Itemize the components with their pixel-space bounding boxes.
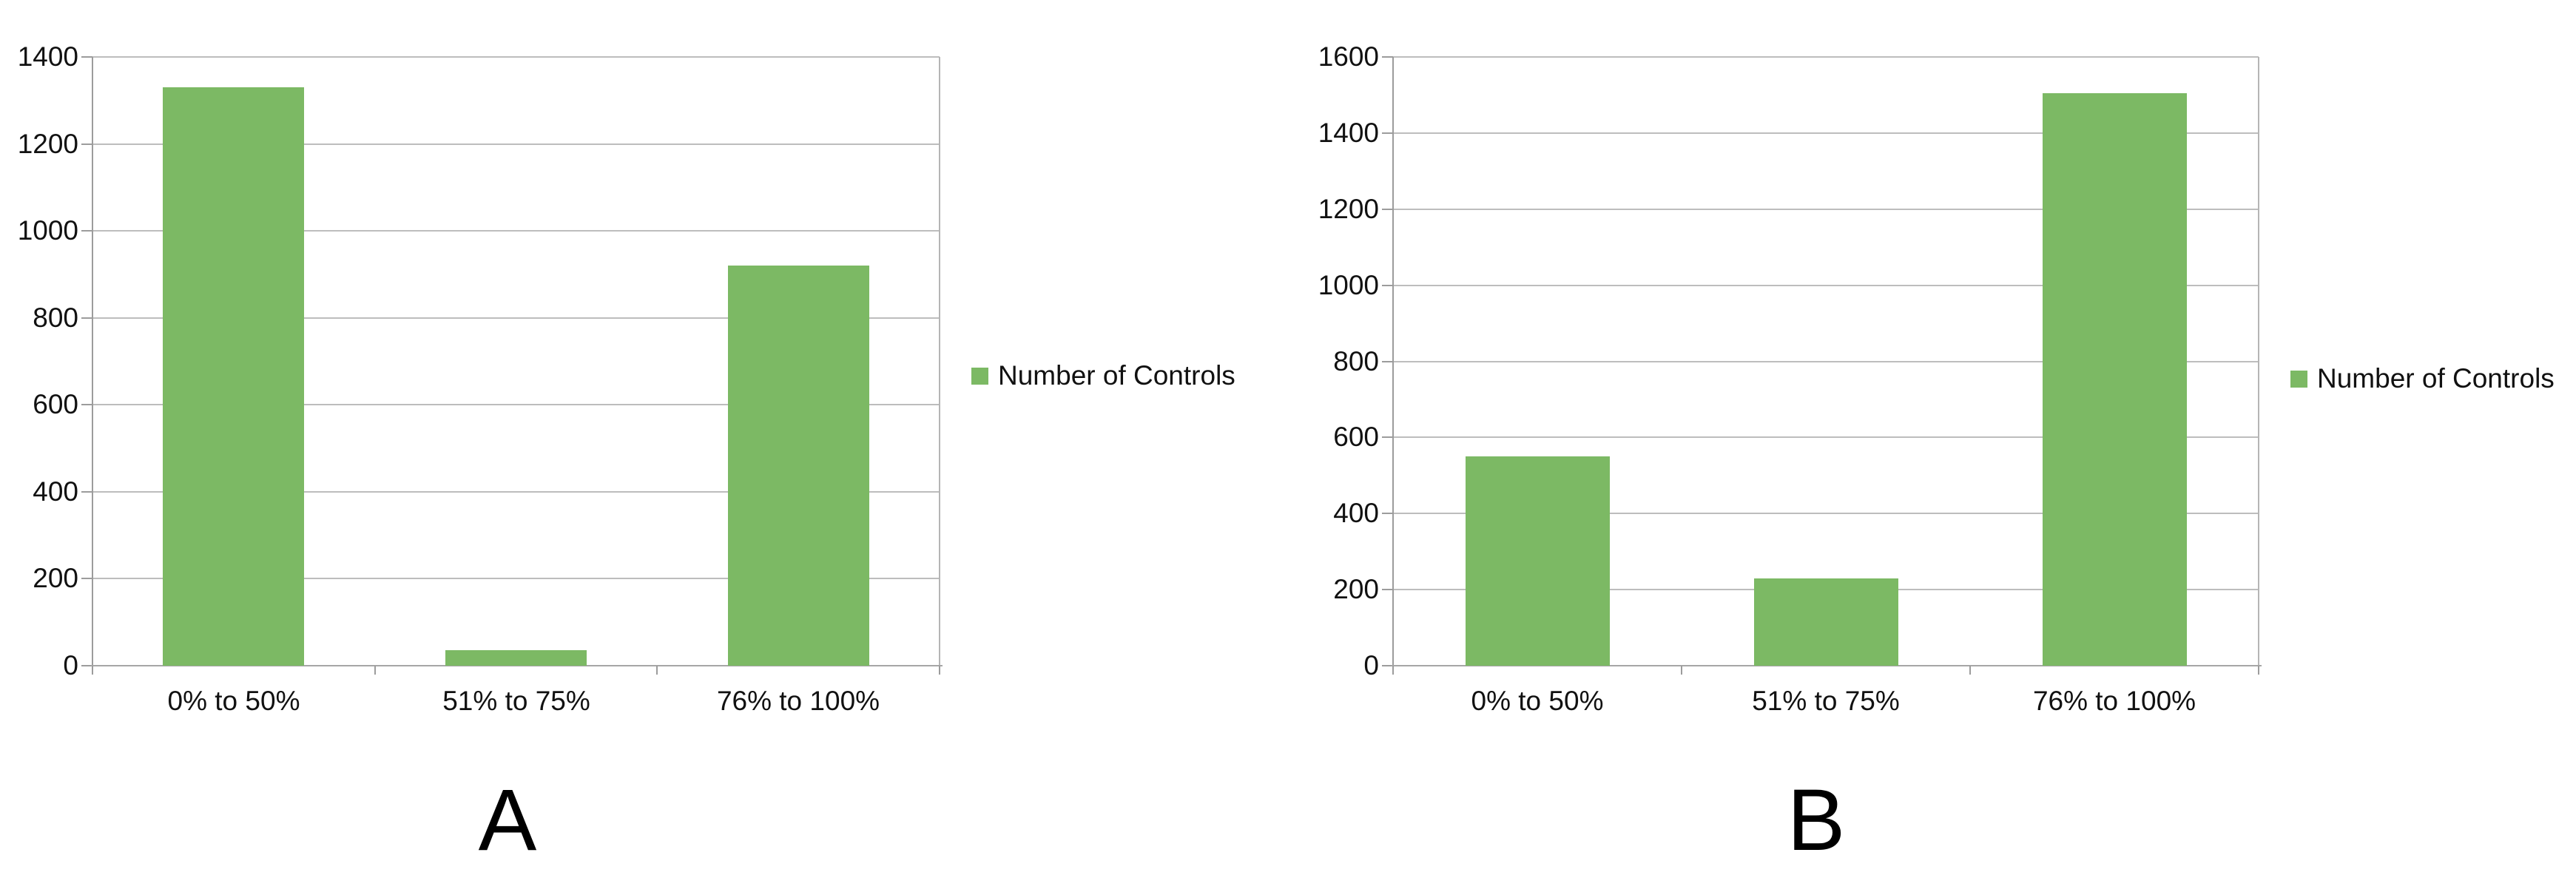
x-axis-tick	[656, 666, 658, 675]
y-axis-label: 1200	[17, 129, 78, 159]
gridline-200	[92, 578, 940, 579]
y-axis-label: 1200	[1318, 194, 1379, 224]
chart-a-legend: Number of Controls	[971, 360, 1235, 391]
y-axis-label: 0	[1363, 650, 1379, 681]
x-axis-tick	[374, 666, 376, 675]
y-axis-tick-1200	[81, 143, 92, 145]
y-axis-label: 200	[33, 563, 78, 593]
chart-bar-51-to-75-	[445, 650, 587, 666]
plot-right-border	[2258, 57, 2259, 666]
gridline-1000	[92, 230, 940, 232]
x-axis-tick	[939, 666, 940, 675]
y-axis-tick-200	[1382, 589, 1393, 590]
gridline-400	[92, 491, 940, 493]
y-axis-label: 400	[33, 476, 78, 507]
chart-bar-0-to-50-	[163, 87, 304, 666]
y-axis-label: 1000	[17, 215, 78, 246]
y-axis-label: 1600	[1318, 41, 1379, 72]
x-axis-tick	[1681, 666, 1682, 675]
chart-a-caption: A	[478, 771, 537, 869]
x-axis-category-label: 0% to 50%	[1471, 686, 1604, 716]
y-axis-label: 800	[1333, 346, 1379, 376]
chart-bar-76-to-100-	[728, 266, 869, 666]
x-axis-tick	[2258, 666, 2259, 675]
x-axis-category-label: 0% to 50%	[167, 686, 300, 716]
chart-bar-0-to-50-	[1466, 456, 1610, 666]
gridline-1200	[92, 143, 940, 145]
y-axis-tick-0	[81, 665, 92, 666]
y-axis-tick-1000	[1382, 285, 1393, 286]
gridline-800	[1393, 361, 2259, 362]
x-axis-tick	[1392, 666, 1394, 675]
legend-color-swatch	[971, 367, 988, 385]
x-axis-tick	[92, 666, 93, 675]
y-axis-tick-1400	[81, 56, 92, 58]
chart-bar-51-to-75-	[1754, 578, 1898, 666]
gridline-1000	[1393, 285, 2259, 286]
gridline-800	[92, 317, 940, 319]
y-axis-tick-400	[1382, 513, 1393, 514]
y-axis-label: 200	[1333, 574, 1379, 604]
chart-a-plot-area: 0 200 400 600 800 1000 1200 1400 0% to 50% 51% to…	[18, 41, 943, 716]
y-axis-tick-600	[81, 404, 92, 405]
x-axis-line	[1392, 665, 2262, 666]
y-axis-label: 1400	[17, 41, 78, 72]
y-axis-label: 400	[1333, 498, 1379, 528]
gridline-600	[92, 404, 940, 405]
y-axis-label: 1000	[1318, 270, 1379, 300]
x-axis-line	[91, 665, 943, 666]
y-axis-tick-1400	[1382, 132, 1393, 134]
chart-b-caption: B	[1787, 771, 1846, 869]
y-axis-tick-1200	[1382, 209, 1393, 210]
y-axis-tick-200	[81, 578, 92, 579]
x-axis-category-label: 51% to 75%	[442, 686, 590, 716]
y-axis-label: 600	[1333, 422, 1379, 452]
y-axis-tick-800	[81, 317, 92, 319]
y-axis-tick-600	[1382, 436, 1393, 438]
chart-b-legend: Number of Controls	[2290, 363, 2555, 394]
y-axis-tick-0	[1382, 665, 1393, 666]
gridline-600	[1393, 436, 2259, 438]
legend-label: Number of Controls	[2317, 363, 2555, 394]
legend-label: Number of Controls	[998, 360, 1235, 391]
x-axis-category-label: 76% to 100%	[716, 686, 880, 716]
chart-bar-76-to-100-	[2043, 93, 2187, 666]
gridline-1400	[1393, 132, 2259, 134]
y-axis-label: 1400	[1318, 118, 1379, 148]
y-axis-label: 0	[63, 650, 78, 681]
legend-color-swatch	[2290, 370, 2307, 388]
y-axis-label: 800	[33, 303, 78, 333]
gridline-1400	[92, 56, 940, 58]
y-axis-tick-800	[1382, 361, 1393, 362]
chart-b-plot-area: 0 200 400 600 800 1000 1200 1400 1600 0% to 50% 51…	[1318, 41, 2262, 716]
y-axis-line	[1392, 57, 1394, 675]
x-axis-category-label: 76% to 100%	[2032, 686, 2196, 716]
x-axis-category-label: 51% to 75%	[1752, 686, 1900, 716]
plot-right-border	[939, 57, 940, 666]
y-axis-tick-1000	[81, 230, 92, 232]
y-axis-tick-400	[81, 491, 92, 493]
y-axis-label: 600	[33, 389, 78, 419]
y-axis-line	[92, 57, 93, 675]
y-axis-tick-1600	[1382, 56, 1393, 58]
x-axis-tick	[1969, 666, 1971, 675]
gridline-1200	[1393, 209, 2259, 210]
gridline-1600	[1393, 56, 2259, 58]
gridline-400	[1393, 513, 2259, 514]
